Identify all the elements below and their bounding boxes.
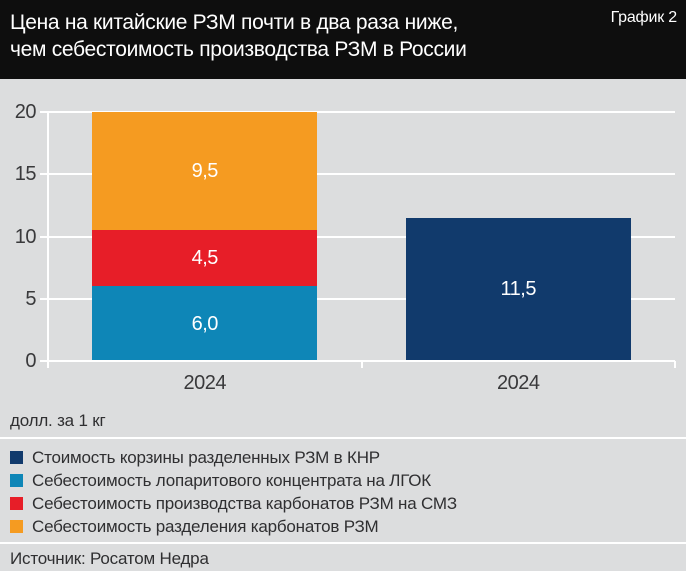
bar-value-label-smz-carbonates: 4,5 xyxy=(191,247,219,270)
y-axis-unit-label: долл. за 1 кг xyxy=(10,411,106,430)
x-axis-tick-0 xyxy=(47,361,49,368)
x-category-label-0: 2024 xyxy=(183,372,227,394)
gridline-5 xyxy=(40,297,675,300)
source-label: Источник: Росатом Недра xyxy=(10,549,209,568)
y-tick-label-0: 0 xyxy=(25,350,36,372)
y-tick-label-20: 20 xyxy=(14,101,37,123)
chart-legend: Стоимость корзины разделенных РЗМ в КНР С… xyxy=(10,446,457,538)
gridline-20 xyxy=(40,111,675,113)
bar-value-label-china-basket: 11,5 xyxy=(500,278,537,301)
y-tick-label-15: 15 xyxy=(14,163,37,186)
legend-item-0: Стоимость корзины разделенных РЗМ в КНР xyxy=(10,446,457,469)
legend-swatch-1 xyxy=(10,474,23,487)
legend-swatch-0 xyxy=(10,451,23,464)
y-tick-label-10: 10 xyxy=(14,225,37,248)
bar-segment-carbonate-separation xyxy=(92,112,318,231)
x-axis-tick-2 xyxy=(674,361,676,368)
legend-item-label-1: Себестоимость лопаритового концентрата н… xyxy=(32,470,431,490)
legend-swatch-3 xyxy=(10,520,23,533)
figure-header: Цена на китайские РЗМ почти в два раза н… xyxy=(0,0,686,79)
x-axis-tick-1 xyxy=(360,361,363,368)
y-axis-line xyxy=(47,112,49,368)
legend-item-1: Себестоимость лопаритового концентрата н… xyxy=(10,469,457,492)
gridline-15 xyxy=(40,173,675,176)
legend-top-divider xyxy=(0,437,686,439)
gridline-10 xyxy=(40,235,675,238)
bar-segment-lgok-concentrate xyxy=(92,286,318,361)
x-category-label-1: 2024 xyxy=(497,372,540,394)
figure-number-label: График 2 xyxy=(610,9,678,26)
figure-title: Цена на китайские РЗМ почти в два раза н… xyxy=(10,9,467,63)
legend-item-2: Себестоимость производства карбонатов РЗ… xyxy=(10,492,457,515)
bar-segment-smz-carbonates xyxy=(92,230,318,287)
y-tick-label-5: 5 xyxy=(25,287,36,310)
legend-item-label-0: Стоимость корзины разделенных РЗМ в КНР xyxy=(32,447,380,467)
figure-title-line-1: Цена на китайские РЗМ почти в два раза н… xyxy=(10,11,458,34)
source-top-divider xyxy=(0,542,686,544)
legend-item-label-3: Себестоимость разделения карбонатов РЗМ xyxy=(32,516,379,536)
legend-item-label-2: Себестоимость производства карбонатов РЗ… xyxy=(32,493,457,513)
gridline-baseline xyxy=(40,360,675,362)
bar-value-label-carbonate-separation: 9,5 xyxy=(191,160,219,183)
legend-swatch-2 xyxy=(10,497,23,510)
bar-segment-china-basket xyxy=(405,217,631,361)
figure-title-line-2: чем себестоимость производства РЗМ в Рос… xyxy=(10,38,467,61)
legend-item-3: Себестоимость разделения карбонатов РЗМ xyxy=(10,515,457,538)
bar-value-label-lgok-concentrate: 6,0 xyxy=(191,312,219,335)
